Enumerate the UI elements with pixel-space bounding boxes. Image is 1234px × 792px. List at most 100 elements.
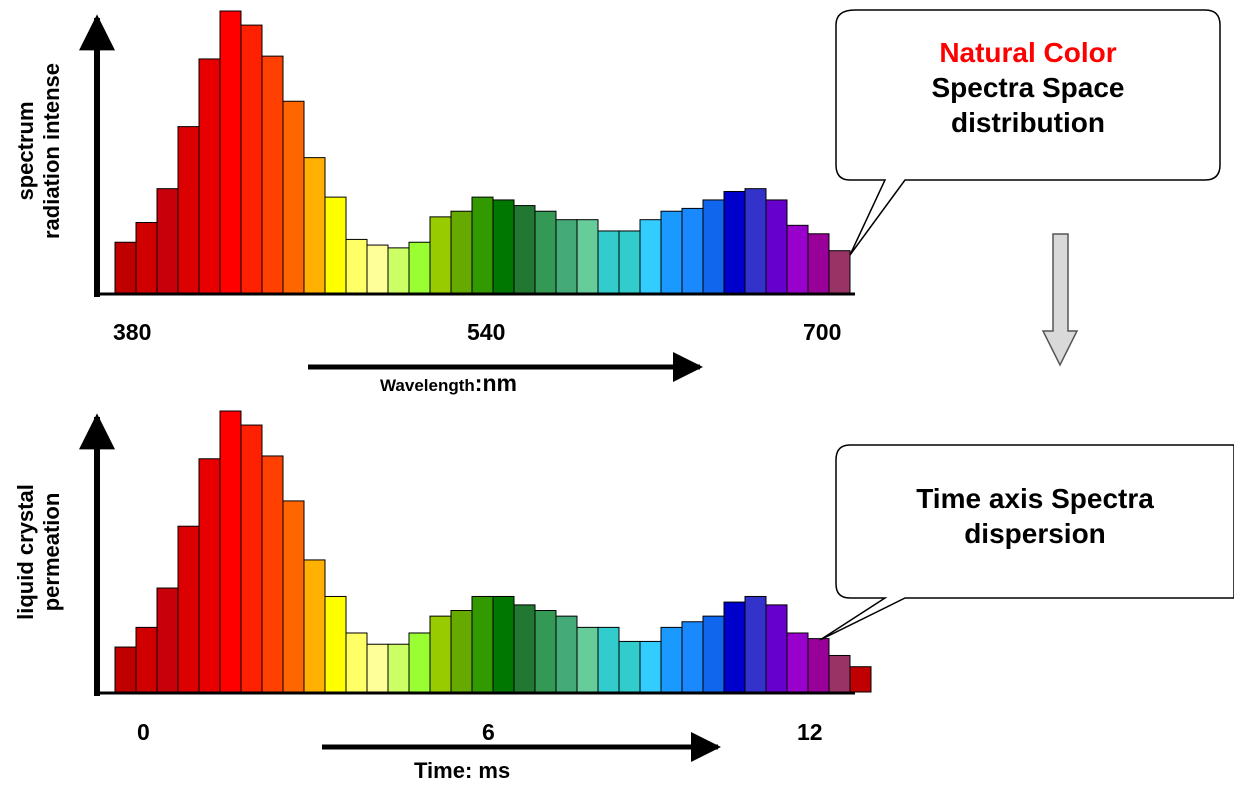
bottom-y-axis-label: liquid crystal permeation <box>13 467 65 637</box>
top-bar-14 <box>387 247 410 294</box>
top-bar-10 <box>303 157 326 294</box>
bottom-callout-bubble <box>819 444 1234 641</box>
dispersion-line: dispersion <box>964 518 1106 549</box>
bottom-bar-26 <box>639 640 662 693</box>
bottom-bar-18 <box>471 595 494 693</box>
top-bar-1 <box>114 241 137 294</box>
bottom-bar-28 <box>681 621 704 693</box>
bottom-tick-label-mid: 6 <box>482 719 495 745</box>
bottom-x-axis-label: Time: ms <box>414 758 511 783</box>
bottom-bar-21 <box>534 610 557 693</box>
bottom-bar-27 <box>660 626 683 693</box>
top-tick-label-mid: 540 <box>467 319 506 345</box>
top-bar-20 <box>513 205 536 294</box>
top-bar-21 <box>534 210 557 294</box>
top-bar-15 <box>408 241 431 294</box>
bottom-bar-4 <box>177 525 200 693</box>
bottom-bar-9 <box>282 500 305 693</box>
top-bar-33 <box>786 224 809 294</box>
wavelength-unit: :nm <box>474 370 517 396</box>
bottom-bar-3 <box>156 587 179 693</box>
top-y-label-line2: radiation intense <box>39 62 64 240</box>
top-bar-32 <box>765 199 788 294</box>
top-bar-25 <box>618 230 641 294</box>
bottom-axes <box>79 413 855 696</box>
bottom-bar-7 <box>240 424 263 693</box>
top-callout-text: Natural Color Spectra Space distribution <box>836 35 1220 140</box>
bottom-bar-14 <box>387 643 410 693</box>
top-x-axis-label: Wavelength:nm <box>380 370 517 397</box>
top-bar-17 <box>450 210 473 294</box>
bottom-bar-16 <box>429 615 452 693</box>
top-y-axis-label: spectrum radiation intense <box>13 56 65 246</box>
top-bar-18 <box>471 196 494 294</box>
bottom-bar-23 <box>576 626 599 693</box>
bottom-bar-6 <box>219 410 242 693</box>
top-bar-23 <box>576 219 599 294</box>
bottom-bar-33 <box>786 632 809 693</box>
top-bar-6 <box>219 10 242 294</box>
top-bar-26 <box>639 219 662 294</box>
bottom-y-label-line1: liquid crystal <box>13 484 38 620</box>
bottom-bar-10 <box>303 559 326 693</box>
distribution-line: distribution <box>951 107 1105 138</box>
bottom-bar-25 <box>618 640 641 693</box>
time-axis-line: Time axis Spectra <box>916 483 1154 514</box>
bottom-bar-19 <box>492 595 515 693</box>
top-bar-7 <box>240 24 263 294</box>
bottom-bar-34 <box>807 638 830 693</box>
top-bar-34 <box>807 233 830 294</box>
top-bar-3 <box>156 188 179 294</box>
bottom-bar-series <box>114 410 872 693</box>
top-bar-4 <box>177 126 200 294</box>
natural-color-heading: Natural Color <box>939 37 1117 68</box>
top-bar-12 <box>345 238 368 294</box>
top-bar-13 <box>366 244 389 294</box>
top-bar-16 <box>429 216 452 294</box>
bottom-bar-36 <box>849 666 872 693</box>
top-bar-11 <box>324 196 347 294</box>
top-bar-5 <box>198 58 221 294</box>
top-bar-27 <box>660 210 683 294</box>
top-bar-8 <box>261 55 284 294</box>
bottom-bar-30 <box>723 601 746 693</box>
top-callout-bubble <box>835 9 1221 256</box>
top-bar-22 <box>555 219 578 294</box>
top-tick-label-start: 380 <box>113 319 152 345</box>
bottom-bar-20 <box>513 604 536 693</box>
top-y-label-line1: spectrum <box>13 101 38 201</box>
bottom-bar-13 <box>366 643 389 693</box>
bottom-bar-5 <box>198 458 221 693</box>
top-bar-24 <box>597 230 620 294</box>
top-tick-label-end: 700 <box>803 319 842 345</box>
bottom-bar-31 <box>744 595 767 693</box>
bottom-tick-label-start: 0 <box>137 719 150 745</box>
top-bar-2 <box>135 222 158 294</box>
top-bar-35 <box>828 250 851 294</box>
top-bar-19 <box>492 199 515 294</box>
bottom-bar-15 <box>408 632 431 693</box>
bottom-bar-22 <box>555 615 578 693</box>
bottom-y-label-line2: permeation <box>39 492 64 612</box>
bottom-bar-35 <box>828 654 851 693</box>
bottom-bar-24 <box>597 626 620 693</box>
bottom-callout-text: Time axis Spectra dispersion <box>836 481 1234 551</box>
bottom-tick-label-end: 12 <box>797 719 823 745</box>
bottom-bar-11 <box>324 595 347 693</box>
top-bar-28 <box>681 207 704 294</box>
bottom-bar-1 <box>114 646 137 693</box>
wavelength-label: Wavelength <box>380 376 475 395</box>
top-bar-31 <box>744 188 767 294</box>
top-bar-29 <box>702 199 725 294</box>
top-bar-series <box>114 10 851 294</box>
spectra-space-line: Spectra Space <box>931 72 1125 103</box>
down-arrow-icon <box>1041 233 1079 367</box>
bottom-bar-8 <box>261 455 284 693</box>
top-bar-9 <box>282 100 305 294</box>
bottom-bar-12 <box>345 632 368 693</box>
top-axes <box>79 14 855 297</box>
bottom-bar-29 <box>702 615 725 693</box>
bottom-bar-2 <box>135 626 158 693</box>
top-bar-30 <box>723 190 746 294</box>
